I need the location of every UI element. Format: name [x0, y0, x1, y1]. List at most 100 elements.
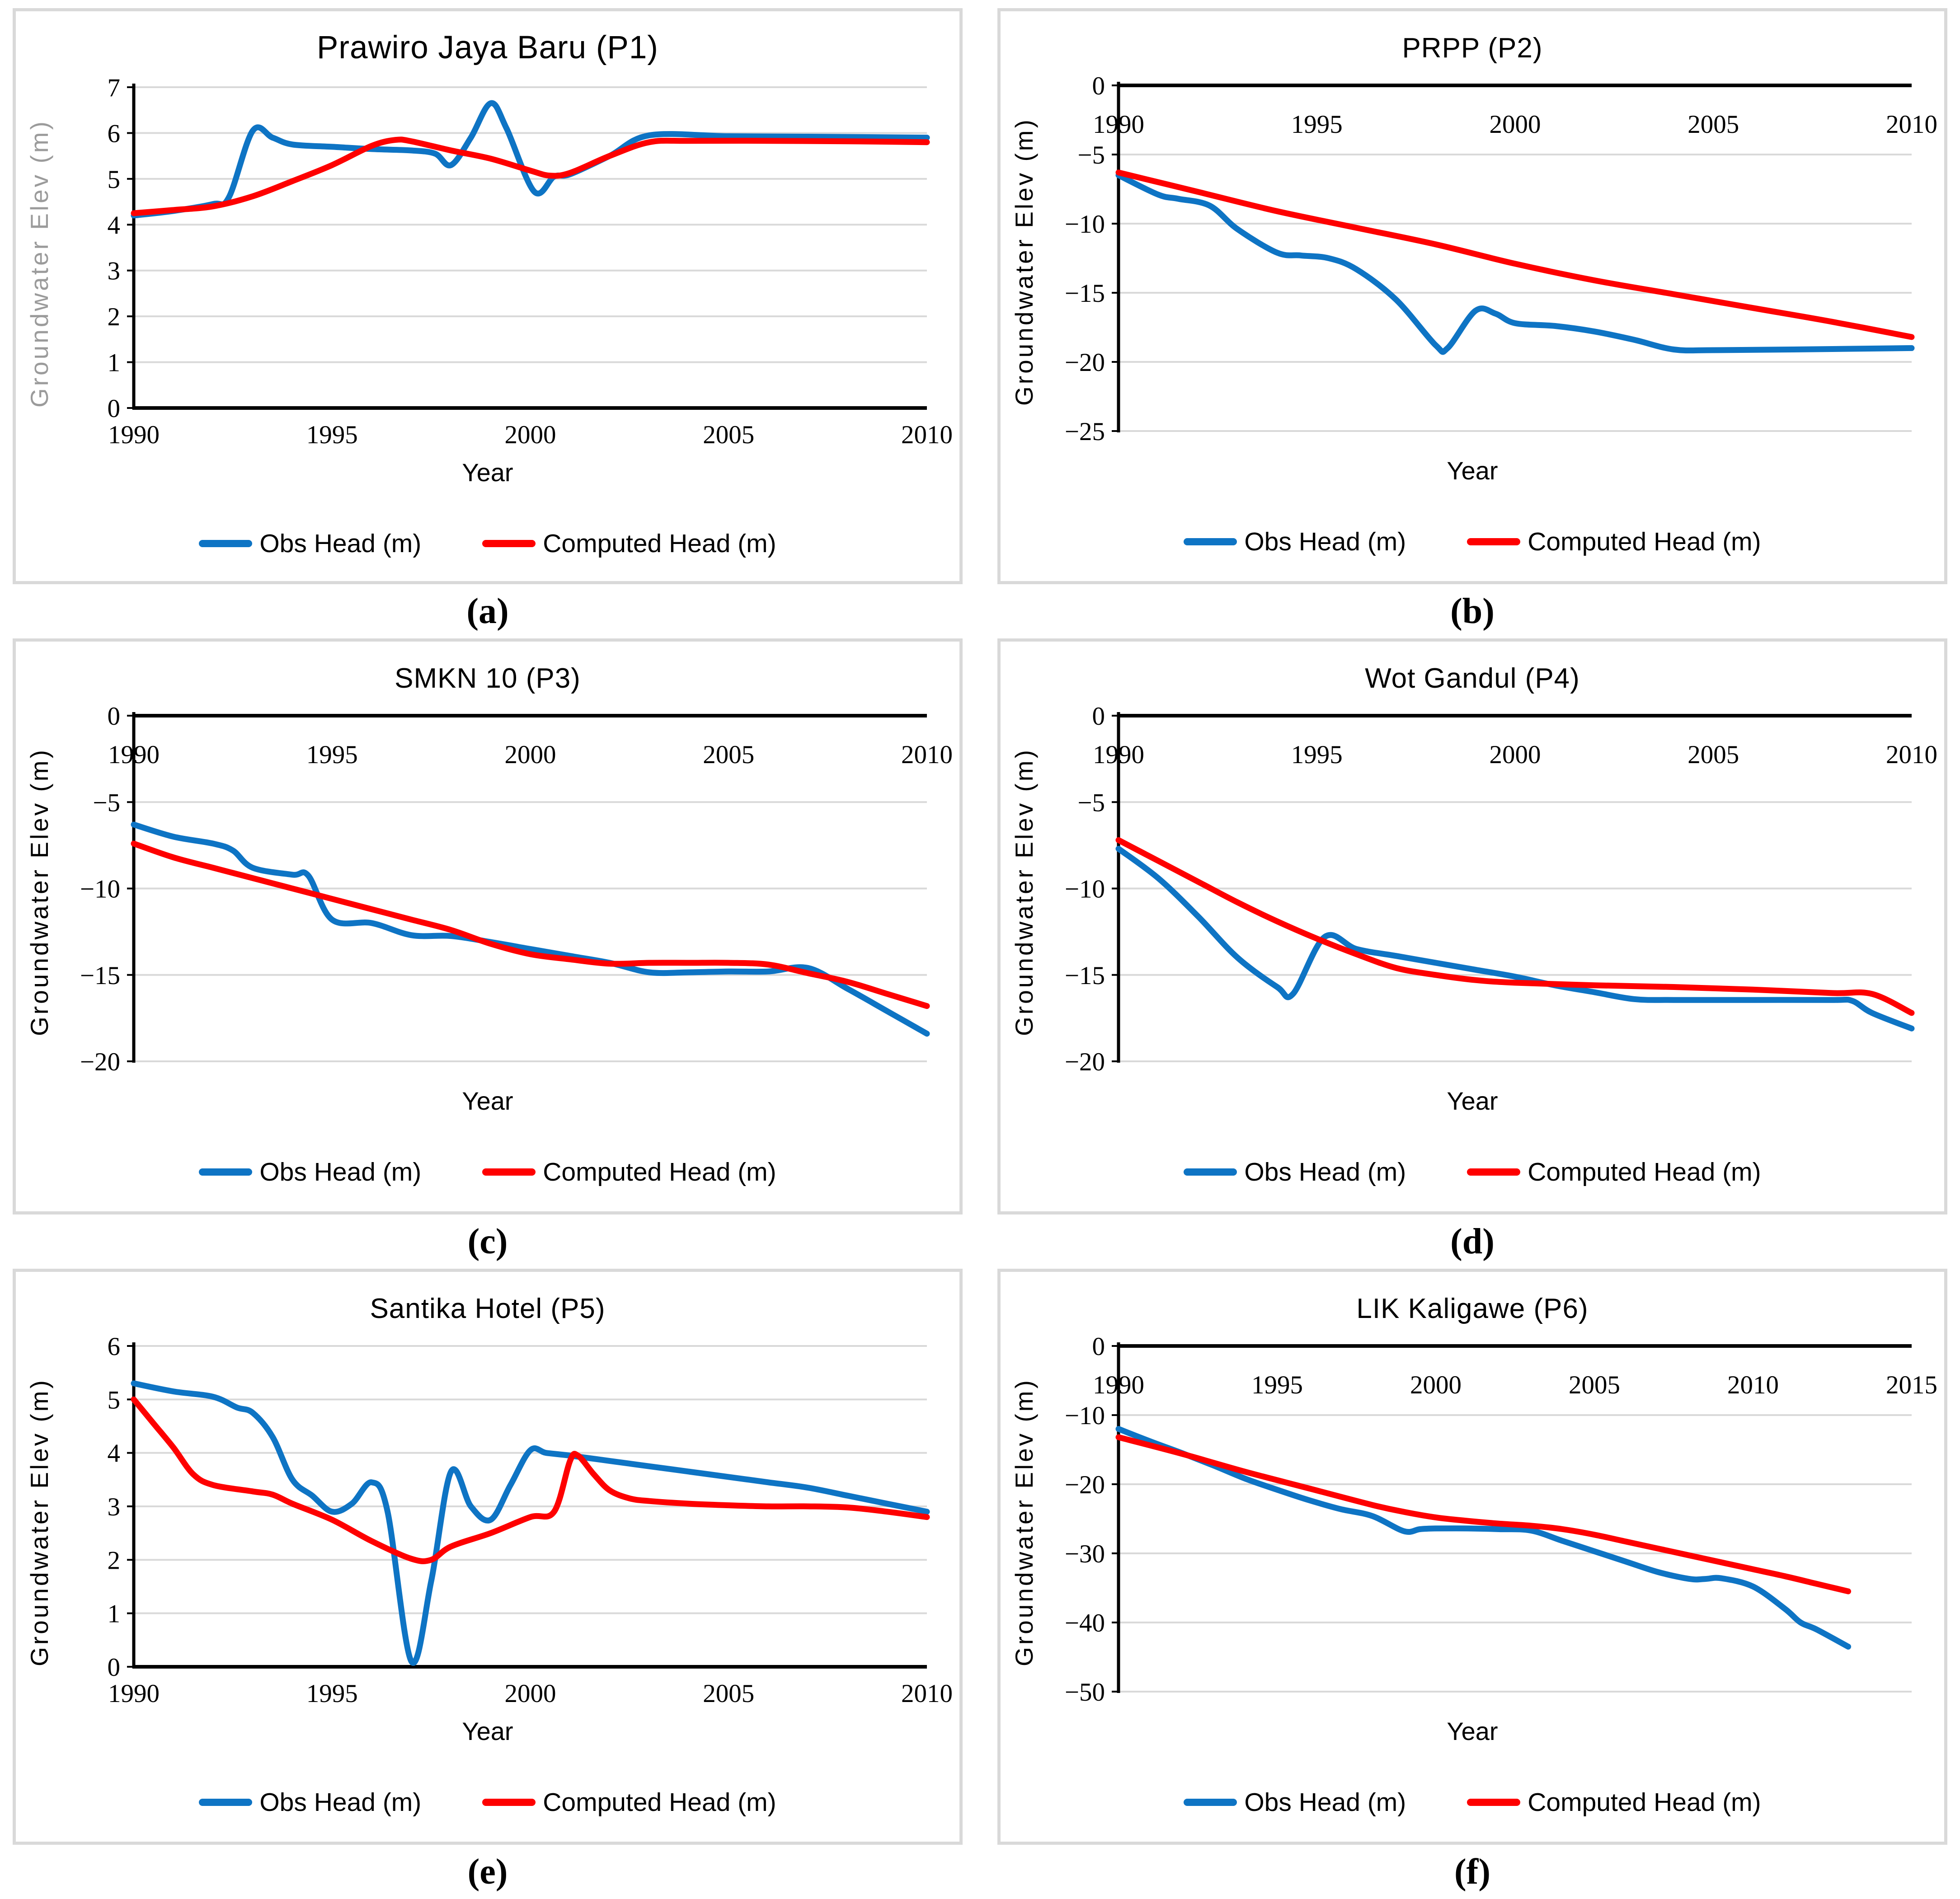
obs-line-swatch: [199, 540, 253, 548]
legend-item-computed: Computed Head (m): [482, 529, 776, 558]
obs-line-swatch: [1184, 1168, 1237, 1176]
svg-text:1995: 1995: [1291, 741, 1342, 769]
y-axis-label: Groundwater Elev (m): [1010, 1378, 1038, 1667]
svg-text:2010: 2010: [1886, 110, 1937, 139]
svg-text:4: 4: [107, 211, 120, 239]
legend-label-computed: Computed Head (m): [1528, 1158, 1761, 1187]
chart-title: LIK Kaligawe (P6): [1356, 1293, 1589, 1324]
svg-text:6: 6: [107, 1332, 120, 1361]
legend-label-computed: Computed Head (m): [543, 1158, 776, 1187]
legend-label-obs: Obs Head (m): [1244, 1788, 1406, 1817]
svg-text:−25: −25: [1064, 417, 1105, 446]
svg-text:2000: 2000: [1489, 110, 1541, 139]
legend: Obs Head (m) Computed Head (m): [199, 1787, 776, 1817]
chart-panel-p6: LIK Kaligawe (P6) Groundwater Elev (m) 0…: [997, 1269, 1947, 1845]
svg-text:−5: −5: [1077, 141, 1105, 169]
svg-text:1995: 1995: [306, 741, 357, 769]
chart-area: Groundwater Elev (m) 0 1 2 3 4 5 6 1990 1995 2000…: [19, 1332, 956, 1712]
legend-label-computed: Computed Head (m): [543, 529, 776, 558]
svg-text:−10: −10: [80, 875, 120, 904]
chart-title: Wot Gandul (P4): [1365, 663, 1580, 694]
chart-panel-p5: Santika Hotel (P5) Groundwater Elev (m) …: [13, 1269, 963, 1845]
svg-text:−5: −5: [1077, 788, 1105, 817]
svg-text:2005: 2005: [1687, 741, 1739, 769]
svg-text:1990: 1990: [108, 421, 160, 449]
legend-item-obs: Obs Head (m): [199, 1157, 421, 1187]
legend-label-computed: Computed Head (m): [1528, 1788, 1761, 1817]
legend-item-obs: Obs Head (m): [1184, 527, 1406, 557]
svg-text:2015: 2015: [1886, 1371, 1937, 1399]
svg-text:0: 0: [1092, 1332, 1105, 1361]
legend: Obs Head (m) Computed Head (m): [1184, 527, 1761, 557]
svg-text:0: 0: [107, 702, 120, 731]
panel-label-d: (d): [1450, 1221, 1495, 1261]
obs-line-swatch: [199, 1168, 253, 1176]
x-axis-label: Year: [462, 458, 513, 487]
svg-text:1990: 1990: [1093, 741, 1144, 769]
svg-text:−5: −5: [93, 788, 120, 817]
svg-text:2010: 2010: [901, 421, 953, 449]
svg-text:0: 0: [1092, 72, 1105, 100]
x-axis-label: Year: [1447, 456, 1498, 485]
x-axis-label: Year: [462, 1087, 513, 1116]
legend: Obs Head (m) Computed Head (m): [1184, 1157, 1761, 1187]
svg-text:−20: −20: [80, 1048, 120, 1076]
chart-area: Groundwater Elev (m) 0 1 2 3 4 5 6 7 1990 1995 200…: [19, 74, 956, 453]
chart-area: Groundwater Elev (m) 0 −5 −10 −15 −20 −25 1990…: [1004, 72, 1941, 451]
svg-text:5: 5: [107, 1386, 120, 1415]
svg-text:1990: 1990: [108, 741, 160, 769]
line-chart: 0 −10 −20 −30 −40 −50 1990 1995 2000 2005 2010 2015: [1064, 1332, 1937, 1707]
svg-text:−20: −20: [1064, 348, 1105, 377]
computed-line-swatch: [482, 1168, 536, 1176]
svg-text:6: 6: [107, 120, 120, 148]
legend: Obs Head (m) Computed Head (m): [199, 529, 776, 558]
chart-panel-p1: Prawiro Jaya Baru (P1) Groundwater Elev …: [13, 8, 963, 584]
svg-text:2010: 2010: [901, 1679, 953, 1708]
line-chart: 0 1 2 3 4 5 6 7 1990 1995 2000 2005 2010: [107, 74, 953, 449]
legend-label-obs: Obs Head (m): [259, 529, 422, 558]
legend-label-obs: Obs Head (m): [259, 1158, 422, 1187]
panel-label-a: (a): [466, 591, 509, 631]
legend-label-computed: Computed Head (m): [543, 1788, 776, 1817]
svg-text:3: 3: [107, 257, 120, 286]
svg-text:2010: 2010: [1727, 1371, 1779, 1399]
svg-text:1: 1: [107, 1600, 120, 1628]
legend-item-computed: Computed Head (m): [482, 1157, 776, 1187]
svg-text:2000: 2000: [1489, 741, 1541, 769]
legend-item-obs: Obs Head (m): [199, 1787, 421, 1817]
svg-text:2005: 2005: [703, 741, 754, 769]
x-axis-label: Year: [462, 1717, 513, 1746]
svg-text:1995: 1995: [1291, 110, 1342, 139]
svg-text:1990: 1990: [108, 1679, 160, 1708]
line-chart: 0 −5 −10 −15 −20 1990 1995 2000 2005 2010: [80, 702, 952, 1076]
svg-text:−30: −30: [1064, 1540, 1105, 1568]
line-chart: 0 −5 −10 −15 −20 −25 1990 1995 2000 2005 2010: [1064, 72, 1937, 446]
legend-item-computed: Computed Head (m): [482, 1787, 776, 1817]
svg-text:2005: 2005: [1687, 110, 1739, 139]
svg-text:−20: −20: [1064, 1048, 1105, 1076]
legend-label-obs: Obs Head (m): [1244, 1158, 1406, 1187]
computed-line-swatch: [1467, 1168, 1521, 1176]
line-chart: 0 −5 −10 −15 −20 1990 1995 2000 2005 2010: [1064, 702, 1937, 1076]
svg-text:3: 3: [107, 1493, 120, 1521]
svg-text:1995: 1995: [306, 421, 357, 449]
svg-text:−15: −15: [1064, 961, 1105, 990]
legend-label-obs: Obs Head (m): [259, 1788, 422, 1817]
legend-item-obs: Obs Head (m): [1184, 1787, 1406, 1817]
chart-title: SMKN 10 (P3): [395, 663, 581, 694]
legend-item-computed: Computed Head (m): [1467, 527, 1761, 557]
legend-label-obs: Obs Head (m): [1244, 527, 1406, 557]
line-chart: 0 1 2 3 4 5 6 1990 1995 2000 2005 2010: [107, 1332, 953, 1708]
chart-title: Prawiro Jaya Baru (P1): [317, 30, 658, 66]
obs-line-swatch: [1184, 1799, 1237, 1806]
chart-area: Groundwater Elev (m) 0 −10 −20 −30 −40 −50 199…: [1004, 1332, 1941, 1712]
svg-text:−20: −20: [1064, 1471, 1105, 1499]
chart-title: Santika Hotel (P5): [370, 1293, 606, 1324]
svg-text:−50: −50: [1064, 1678, 1105, 1707]
chart-title: PRPP (P2): [1402, 33, 1543, 64]
svg-text:1995: 1995: [306, 1679, 357, 1708]
legend-item-computed: Computed Head (m): [1467, 1157, 1761, 1187]
svg-text:1: 1: [107, 349, 120, 377]
svg-text:2005: 2005: [703, 1679, 754, 1708]
